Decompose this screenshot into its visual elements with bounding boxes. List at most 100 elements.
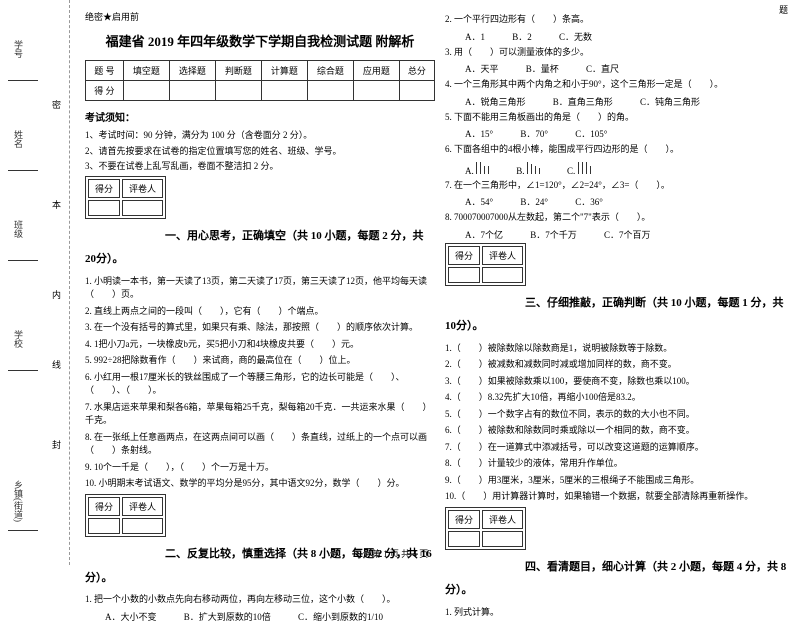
section-title: 一、用心思考，正确填空（共 10 小题，每题 2 分，共 [165, 230, 424, 242]
options: A．7个亿 B．7个千万 C．7个百万 [465, 228, 795, 241]
question: 8.（ ）计量较少的液体，常用升作单位。 [445, 457, 795, 471]
question: 1. 列式计算。 [445, 606, 795, 620]
secret-label: 绝密★启用前 [85, 10, 435, 23]
page-right: 2. 一个平行四边形有（ ）条高。 A．1 B．2 C．无数 3. 用（ ）可以… [445, 10, 795, 622]
cell: 综合题 [307, 61, 353, 81]
cell [482, 531, 523, 547]
sidebar-line [8, 370, 38, 371]
score-box: 得分 评卷人 [85, 494, 166, 537]
cell: 选择题 [169, 61, 215, 81]
sidebar-line [8, 530, 38, 531]
question: 3. 在一个没有括号的算式里，如果只有乘、除法，那按照（ ）的顺序依次计算。 [85, 321, 435, 335]
question: 5.（ ）一个数字占有的数位不同，表示的数的大小也不同。 [445, 408, 795, 422]
option: A．天平 [465, 62, 499, 75]
sidebar-label: 乡镇(街道) [12, 480, 25, 522]
options: A. B. C. [465, 160, 795, 176]
sidebar-label: 学校 [12, 330, 25, 348]
option: C．7个百万 [604, 228, 651, 241]
sidebar-line [8, 260, 38, 261]
sidebar-line [8, 80, 38, 81]
question: 10. 小明期末考试语文、数学的平均分是95分，其中语文92分，数学（ ）分。 [85, 477, 435, 491]
shape-icon [476, 160, 489, 174]
notice-item: 2、请首先按要求在试卷的指定位置填写您的姓名、班级、学号。 [85, 145, 435, 158]
cell [88, 200, 120, 216]
shape-icon [578, 160, 591, 174]
options: A．天平 B．量杯 C．直尺 [465, 62, 795, 75]
option: B．70° [520, 127, 548, 140]
cell [399, 81, 434, 101]
option: C．钝角三角形 [640, 95, 700, 108]
option: A．54° [465, 195, 493, 208]
opt-label: C. [567, 166, 575, 176]
options: A．54° B．24° C．36° [465, 195, 795, 208]
question: 7. 在一个三角形中，∠1=120°，∠2=24°，∠3=（ ）。 [445, 179, 795, 193]
option: A．1 [465, 30, 485, 43]
question: 9.（ ）用3厘米，3厘米，5厘米的三根绳子不能围成三角形。 [445, 474, 795, 488]
notice-title: 考试须知： [85, 109, 435, 124]
option: C．105° [575, 127, 607, 140]
cell [482, 267, 523, 283]
table-row: 题 号 填空题 选择题 判断题 计算题 综合题 应用题 总分 [86, 61, 435, 81]
sidebar-dotted: 线 [50, 360, 63, 377]
score-box: 得分 评卷人 [85, 176, 166, 219]
cell: 总分 [399, 61, 434, 81]
option: A. [465, 160, 489, 176]
option: B．2 [512, 30, 532, 43]
section-title: 10分）。 [445, 318, 795, 336]
cell: 判断题 [215, 61, 261, 81]
option: B. [516, 160, 540, 176]
page-footer: 第 1 页 共 4 页 [372, 547, 428, 560]
option: A．大小不变 [105, 610, 157, 623]
notice-item: 3、不要在试卷上乱写乱画，卷面不整洁扣 2 分。 [85, 160, 435, 173]
cell: 题 号 [86, 61, 124, 81]
option: C．36° [575, 195, 603, 208]
option: C．无数 [559, 30, 592, 43]
notice-item: 1、考试时间：90 分钟，满分为 100 分（含卷面分 2 分）。 [85, 129, 435, 142]
question: 6. 小红用一根17厘米长的铁丝围成了一个等腰三角形，它的边长可能是（ ）、（ … [85, 371, 435, 398]
question: 1. 把一个小数的小数点先向右移动两位，再向左移动三位，这个小数（ ）。 [85, 593, 435, 607]
option: C．直尺 [586, 62, 619, 75]
question: 7. 水果店运来苹果和梨各6箱，苹果每箱25千克，梨每箱20千克．一共运来水果（… [85, 401, 435, 428]
score-table: 题 号 填空题 选择题 判断题 计算题 综合题 应用题 总分 得 分 [85, 60, 435, 101]
cell: 评卷人 [122, 179, 163, 198]
cell: 得分 [88, 179, 120, 198]
score-box: 得分 评卷人 [445, 507, 526, 550]
question: 1.（ ）被除数除以除数商是1，说明被除数等于除数。 [445, 342, 795, 356]
section-title: 分）。 [445, 582, 795, 600]
cell: 填空题 [123, 61, 169, 81]
cell [169, 81, 215, 101]
cell [261, 81, 307, 101]
question: 6. 下面各组中的4根小棒，能围成平行四边形的是（ ）。 [445, 143, 795, 157]
opt-label: A. [465, 166, 474, 176]
cell: 得分 [88, 497, 120, 516]
sidebar-label: 姓名 [12, 130, 25, 148]
cell: 评卷人 [122, 497, 163, 516]
exam-title: 福建省 2019 年四年级数学下学期自我检测试题 附解析 [85, 31, 435, 50]
sidebar-label: 班级 [12, 220, 25, 238]
shape-icon [527, 160, 540, 174]
section-title: 分）。 [85, 570, 435, 588]
cell [88, 518, 120, 534]
options: A．15° B．70° C．105° [465, 127, 795, 140]
question: 8. 700070007000从左数起，第二个"7"表示（ ）。 [445, 211, 795, 225]
sidebar-line [8, 170, 38, 171]
cell [122, 200, 163, 216]
options: A．大小不变 B．扩大到原数的10倍 C．缩小到原数的1/10 [105, 610, 435, 623]
sidebar-dotted: 密 [50, 100, 63, 117]
exam-top-label: 题 [777, 5, 790, 14]
question: 4.（ ）8.32先扩大10倍，再缩小100倍是83.2。 [445, 391, 795, 405]
cell [307, 81, 353, 101]
cell: 评卷人 [482, 510, 523, 529]
cell [122, 518, 163, 534]
option: C. [567, 160, 591, 176]
table-row: 得 分 [86, 81, 435, 101]
question: 10.（ ）用计算器计算时，如果输错一个数据，就要全部清除再重新操作。 [445, 490, 795, 504]
cell [448, 531, 480, 547]
section-title: 四、看清题目，细心计算（共 2 小题，每题 4 分，共 8 [525, 561, 786, 573]
question: 4. 1把小刀a元，一块橡皮b元，买5把小刀和4块橡皮共要（ ）元。 [85, 338, 435, 352]
question: 3. 用（ ）可以测量液体的多少。 [445, 46, 795, 60]
option: B．7个千万 [530, 228, 577, 241]
sidebar-dotted: 本 [50, 200, 63, 217]
section-title: 20分）。 [85, 251, 435, 269]
cell: 计算题 [261, 61, 307, 81]
